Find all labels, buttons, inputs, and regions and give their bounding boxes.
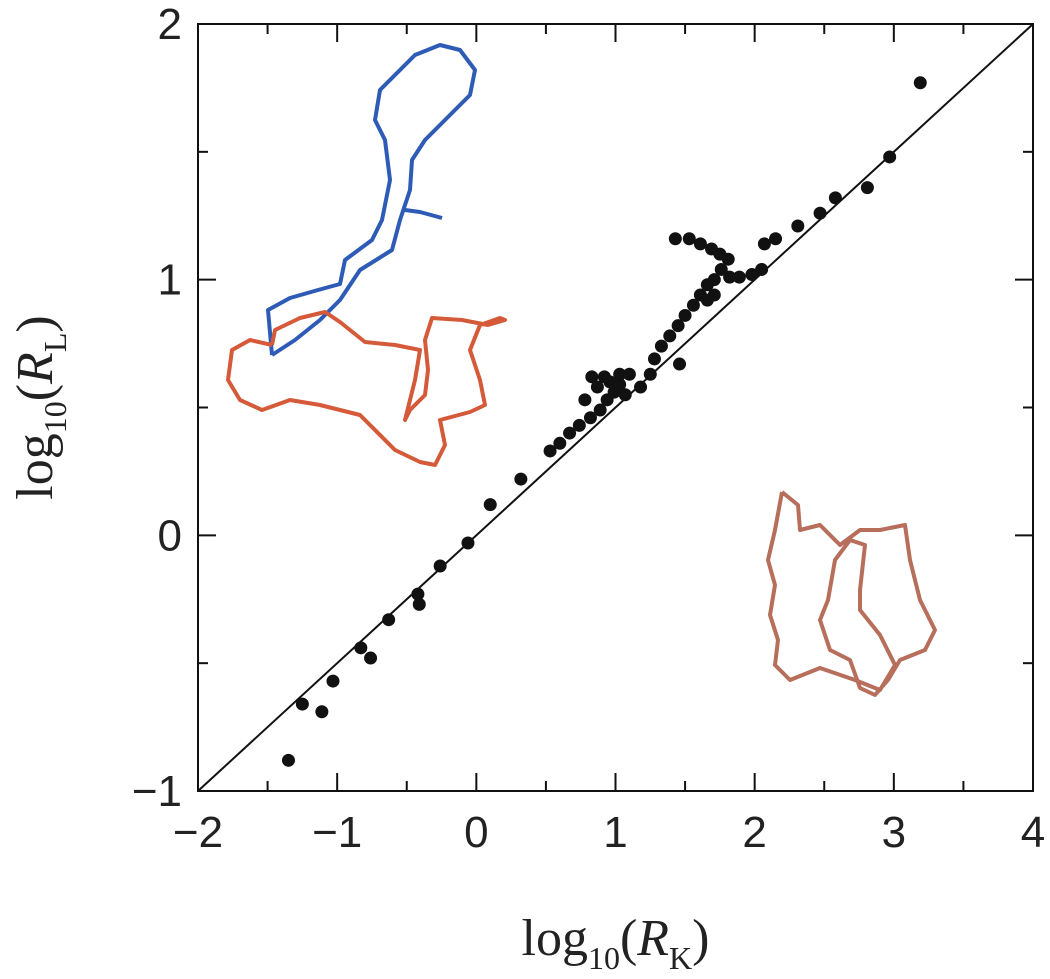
x-axis-label-part: K [669,940,692,976]
point [613,367,627,381]
y-tick-label: 1 [158,256,182,305]
point [663,329,677,343]
point [578,393,592,407]
point [412,597,426,611]
brown-conformation [766,490,937,697]
point [693,237,707,251]
x-tick-label: 3 [882,808,906,857]
point [326,674,340,688]
point [622,367,636,381]
y-tick-label: 0 [158,511,182,560]
point [461,536,475,550]
point [700,293,714,307]
point [593,403,607,417]
x-axis-label-part: log [522,910,588,967]
point [618,388,632,402]
red-conformation [226,310,507,467]
insets [226,43,937,697]
point [883,150,897,164]
point [686,298,700,312]
point [714,262,728,276]
point [295,697,309,711]
blue-conformation [266,43,477,357]
y-axis-label-part: L [37,333,73,353]
y-axis-label-part: 10 [37,401,73,433]
x-tick-label: 2 [742,808,766,857]
point [643,367,657,381]
x-tick-label: −1 [312,808,362,857]
point [603,375,617,389]
point [723,270,737,284]
point [514,472,528,486]
reference-line [197,23,1034,792]
y-axis-label-part: ( [7,384,64,401]
point [791,219,805,233]
point [757,237,771,251]
point [543,444,557,458]
x-axis-label-part: ) [692,910,709,967]
y-tick-label: −1 [132,767,182,816]
point [707,273,721,287]
point [553,436,567,450]
x-tick-label: 0 [464,808,488,857]
y-tick-label: 2 [158,0,182,49]
y-axis-label: log10(RL) [7,315,73,499]
point [354,641,368,655]
x-axis-label-part: R [636,910,669,967]
point [281,753,295,767]
y-axis-label-part: ) [7,315,64,332]
y-axis-label-part: log [7,433,64,499]
point [613,377,627,391]
x-tick-label: 4 [1021,808,1045,857]
point [572,418,586,432]
point [563,426,577,440]
x-tick-label: 1 [603,808,627,857]
point [721,252,735,266]
point [668,232,682,246]
point [769,232,783,246]
point [364,651,378,665]
point [828,191,842,205]
point [411,587,425,601]
point [483,498,497,512]
point [813,206,827,220]
point [673,357,687,371]
point [654,339,668,353]
point [913,76,927,90]
point [732,270,746,284]
point [590,380,604,394]
point [585,370,599,384]
point [634,380,648,394]
point [315,705,329,719]
point [583,411,597,425]
point [433,559,447,573]
blue-tail [404,208,443,220]
point [382,613,396,627]
point [745,268,759,282]
point [755,262,769,276]
point [678,308,692,322]
point [682,232,696,246]
x-tick-label: −2 [173,808,223,857]
point [671,319,685,333]
x-axis-label: log10(RK) [522,910,710,976]
y-axis-label-part: R [7,352,64,385]
point [860,181,874,195]
point [647,352,661,366]
x-axis-label-part: ( [620,910,637,967]
x-axis-label-part: 10 [588,940,620,976]
